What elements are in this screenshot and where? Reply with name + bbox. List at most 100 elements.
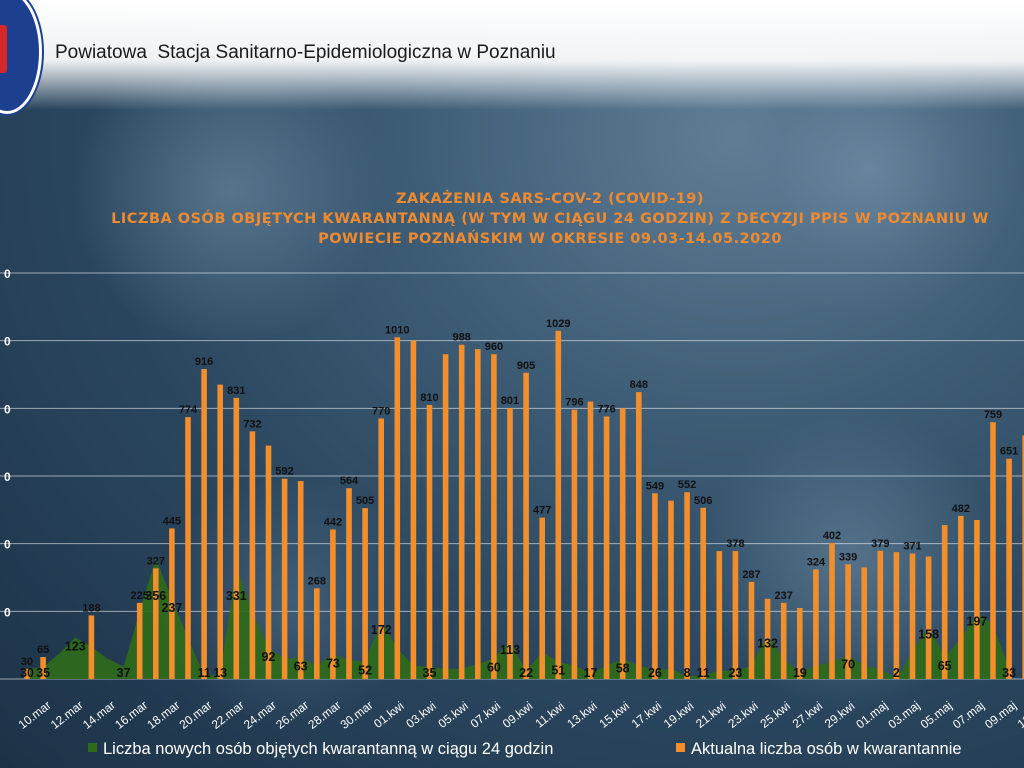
area-value-label: 35: [423, 666, 437, 680]
area-value-label: 73: [326, 656, 340, 670]
quarantine-bar: [523, 372, 529, 679]
x-axis-ticks: 10.mar12.mar14.mar16.mar18.mar20.mar22.m…: [16, 698, 1024, 732]
area-value-label: 8: [684, 666, 691, 680]
bar-value-label: 916: [195, 356, 213, 368]
quarantine-bar: [813, 569, 819, 679]
y-tick-label: 0: [4, 335, 11, 349]
bar-data-labels: 30 65 188 225 327 445 774 916 831 732 592 268 442 564…: [21, 318, 1018, 668]
legend-label-new: Liczba nowych osób objętych kwarantanną …: [103, 740, 554, 758]
quarantine-bar: [877, 550, 884, 679]
x-tick-label: 11.maj: [1015, 699, 1024, 732]
bar-value-label: 287: [742, 569, 760, 581]
y-tick-label: 0: [4, 470, 11, 484]
area-value-label: 2: [893, 666, 900, 680]
quarantine-bar: [346, 488, 352, 679]
quarantine-bar: [1006, 458, 1012, 679]
bar-value-label: 759: [984, 409, 1002, 421]
quarantine-bar: [314, 588, 320, 679]
area-value-label: 63: [294, 660, 308, 674]
x-tick-label: 16.mar: [112, 698, 150, 732]
bar-value-label: 796: [565, 397, 583, 409]
quarantine-bar: [764, 598, 771, 679]
quarantine-bar: [507, 407, 513, 679]
bar-value-label: 225: [131, 590, 149, 602]
active-quarantine-bar-series: [24, 330, 1024, 679]
quarantine-bar: [330, 529, 336, 679]
bar-value-label: 651: [1000, 446, 1018, 458]
area-value-label: 51: [551, 664, 565, 678]
x-tick-label: 05.maj: [918, 698, 955, 731]
quarantine-bar: [797, 607, 803, 679]
area-value-label: 70: [841, 657, 855, 671]
bar-value-label: 445: [163, 515, 181, 527]
x-tick-label: 01.kwi: [371, 699, 406, 731]
x-tick-label: 09.maj: [982, 698, 1019, 731]
bar-value-label: 371: [903, 540, 921, 552]
y-tick-label: 0: [4, 538, 11, 552]
quarantine-bar: [410, 340, 417, 679]
bar-value-label: 65: [37, 644, 49, 656]
area-value-label: 237: [161, 601, 182, 615]
bar-value-label: 960: [485, 341, 503, 353]
legend-item-new: Liczba nowych osób objętych kwarantanną …: [88, 740, 553, 759]
page-header: Powiatowa Stacja Sanitarno-Epidemiologic…: [0, 0, 1024, 114]
quarantine-bar: [636, 392, 642, 679]
bar-value-label: 1029: [546, 318, 570, 330]
x-tick-label: 20.mar: [177, 698, 215, 732]
quarantine-bar: [24, 668, 30, 679]
quarantine-bar: [619, 408, 626, 679]
quarantine-bar: [88, 615, 95, 679]
x-tick-label: 25.kwi: [758, 699, 793, 731]
bar-value-label: 237: [775, 590, 793, 602]
bar-value-label: 505: [356, 495, 374, 507]
quarantine-bar: [861, 567, 867, 679]
quarantine-bar: [217, 384, 223, 679]
area-value-label: 158: [918, 628, 939, 642]
area-value-label: 23: [728, 666, 742, 680]
legend-label-active: Aktualna liczba osób w kwarantannie: [691, 740, 962, 758]
x-tick-label: 21.kwi: [693, 699, 728, 731]
bar-value-label: 776: [597, 403, 615, 415]
x-tick-label: 17.kwi: [629, 699, 664, 731]
x-tick-label: 13.kwi: [564, 699, 599, 731]
quarantine-bar: [587, 401, 594, 679]
quarantine-bar: [394, 337, 401, 679]
area-value-label: 13: [213, 666, 227, 680]
bar-value-label: 442: [324, 516, 342, 528]
quarantine-bar: [990, 422, 996, 679]
area-value-label: 22: [519, 666, 533, 680]
quarantine-bar: [297, 481, 304, 679]
quarantine-bar: [362, 508, 368, 679]
quarantine-bar: [40, 657, 46, 679]
x-tick-label: 26.mar: [273, 698, 311, 732]
bar-value-label: 379: [871, 538, 889, 550]
bar-value-label: 268: [308, 575, 326, 587]
chart-title-line-1: ZAKAŻENIA SARS-COV-2 (COVID-19): [395, 191, 705, 207]
quarantine-bar: [426, 404, 433, 679]
quarantine-bar: [941, 525, 948, 679]
area-value-label: 19: [793, 666, 807, 680]
x-tick-label: 15.kwi: [597, 699, 632, 731]
quarantine-bar: [668, 500, 674, 679]
quarantine-bar: [136, 602, 143, 679]
bar-value-label: 905: [517, 360, 535, 372]
quarantine-bar: [829, 542, 835, 679]
red-cross-icon: [0, 25, 7, 73]
quarantine-bar: [652, 493, 658, 679]
chart-title-line-2: LICZBA OSÓB OBJĘTYCH KWARANTANNĄ (W TYM …: [111, 211, 989, 227]
y-tick-label: 0: [4, 267, 11, 281]
quarantine-bar: [378, 418, 384, 679]
quarantine-bar: [780, 602, 787, 679]
x-tick-label: 24.mar: [241, 698, 279, 732]
bar-value-label: 327: [147, 555, 165, 567]
area-value-label: 33: [1002, 666, 1016, 680]
x-tick-label: 03.kwi: [403, 699, 438, 731]
quarantine-bar: [233, 397, 240, 679]
area-value-label: 17: [584, 666, 598, 680]
x-tick-label: 14.mar: [80, 698, 118, 732]
y-tick-label: 0: [4, 402, 11, 416]
area-value-label: 35: [36, 666, 50, 680]
area-value-label: 30: [20, 666, 34, 680]
